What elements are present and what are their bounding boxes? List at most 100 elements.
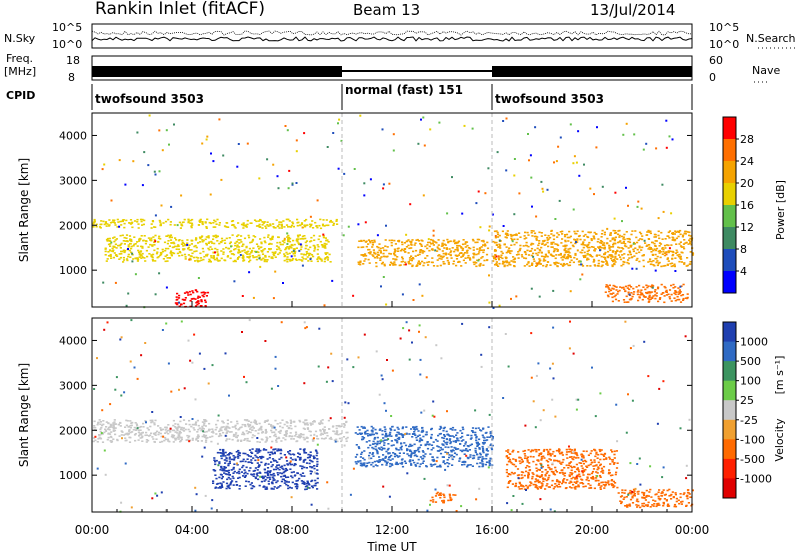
data-cell-4	[602, 458, 605, 461]
data-cell-4	[582, 450, 585, 452]
scatter-point	[405, 233, 408, 236]
data-cell-0	[124, 437, 127, 439]
data-cell-1	[254, 476, 257, 479]
scatter-point	[578, 174, 581, 177]
data-cell-4	[690, 243, 693, 246]
data-cell-4	[614, 252, 618, 254]
data-cell-2	[363, 432, 367, 434]
data-cell-1	[106, 240, 109, 242]
data-cell-2	[481, 445, 484, 448]
data-cell-1	[147, 237, 150, 239]
data-cell-4	[547, 451, 550, 454]
data-cell-0	[328, 428, 331, 430]
data-cell-4	[527, 245, 530, 248]
data-cell-3	[463, 252, 467, 254]
data-cell-5	[608, 290, 611, 293]
data-cell-3	[469, 259, 472, 261]
data-cell-2	[478, 448, 481, 450]
scatter-point	[272, 297, 275, 300]
data-cell-4	[567, 250, 570, 252]
data-cell-0	[169, 431, 172, 433]
data-cell-1	[222, 253, 225, 255]
data-cell-1	[299, 456, 302, 459]
data-cell-2	[444, 462, 447, 465]
data-cell-2	[480, 459, 484, 462]
data-cell-1	[266, 467, 270, 469]
data-cell-2	[466, 434, 469, 436]
data-cell-1	[222, 481, 225, 483]
data-cell-1	[118, 244, 121, 247]
data-cell-5	[672, 287, 675, 289]
data-cell-0	[319, 218, 322, 221]
data-cell-0	[98, 437, 101, 439]
data-cell-4	[603, 246, 606, 249]
data-cell-1	[112, 237, 115, 239]
scatter-point	[488, 225, 491, 228]
data-cell-1	[323, 244, 327, 247]
data-cell-4	[531, 472, 534, 474]
data-cell-0	[180, 223, 183, 225]
data-cell-3	[394, 258, 397, 260]
data-cell-4	[612, 480, 615, 483]
data-cell-3	[477, 253, 480, 255]
data-cell-5	[643, 295, 646, 298]
data-cell-1	[277, 449, 281, 452]
data-cell-0	[130, 223, 133, 225]
data-cell-0	[326, 434, 329, 437]
data-cell-4	[600, 233, 604, 235]
data-cell-1	[115, 238, 118, 240]
data-cell-0	[104, 221, 108, 223]
data-cell-2	[477, 443, 480, 445]
data-cell-1	[298, 453, 301, 455]
data-cell-4	[542, 450, 545, 452]
data-cell-1	[224, 451, 227, 454]
data-cell-2	[206, 291, 210, 294]
data-cell-2	[356, 453, 359, 456]
data-cell-1	[324, 237, 327, 239]
data-cell-4	[556, 249, 559, 251]
data-cell-0	[104, 430, 108, 432]
data-cell-2	[490, 447, 493, 449]
data-cell-2	[448, 456, 451, 459]
data-cell-1	[132, 258, 135, 260]
data-cell-2	[479, 462, 482, 464]
freq-left-tick-top: 18	[66, 54, 80, 67]
scatter-point	[118, 225, 121, 228]
data-cell-0	[303, 220, 306, 222]
data-cell-4	[589, 255, 592, 257]
data-cell-2	[467, 445, 470, 448]
data-cell-1	[195, 246, 198, 249]
data-cell-3	[374, 253, 377, 255]
scatter-point	[477, 259, 480, 262]
cpid-segment-1: twofsound 3503	[95, 92, 204, 106]
data-cell-4	[495, 262, 498, 265]
data-cell-5	[644, 499, 647, 501]
scatter-point	[170, 205, 173, 208]
data-cell-4	[587, 479, 590, 482]
scatter-point	[332, 132, 335, 134]
data-cell-4	[601, 481, 604, 484]
data-cell-1	[270, 243, 273, 245]
data-cell-1	[301, 472, 305, 474]
data-cell-0	[116, 218, 119, 221]
data-cell-1	[190, 249, 193, 251]
data-cell-1	[196, 260, 200, 263]
data-cell-3	[436, 491, 439, 494]
data-cell-4	[533, 235, 536, 238]
scatter-point	[554, 218, 557, 220]
data-cell-1	[216, 259, 219, 261]
data-cell-0	[245, 226, 248, 228]
data-cell-4	[584, 485, 587, 488]
data-cell-1	[168, 235, 172, 237]
data-cell-4	[516, 238, 519, 241]
data-cell-2	[180, 303, 183, 306]
data-cell-1	[195, 238, 198, 240]
data-cell-5	[617, 492, 620, 494]
data-cell-0	[137, 439, 140, 441]
data-cell-1	[113, 236, 116, 238]
data-cell-2	[419, 456, 422, 458]
data-cell-0	[98, 434, 101, 437]
data-cell-4	[582, 243, 585, 246]
data-cell-4	[566, 457, 569, 459]
data-cell-1	[290, 471, 293, 474]
